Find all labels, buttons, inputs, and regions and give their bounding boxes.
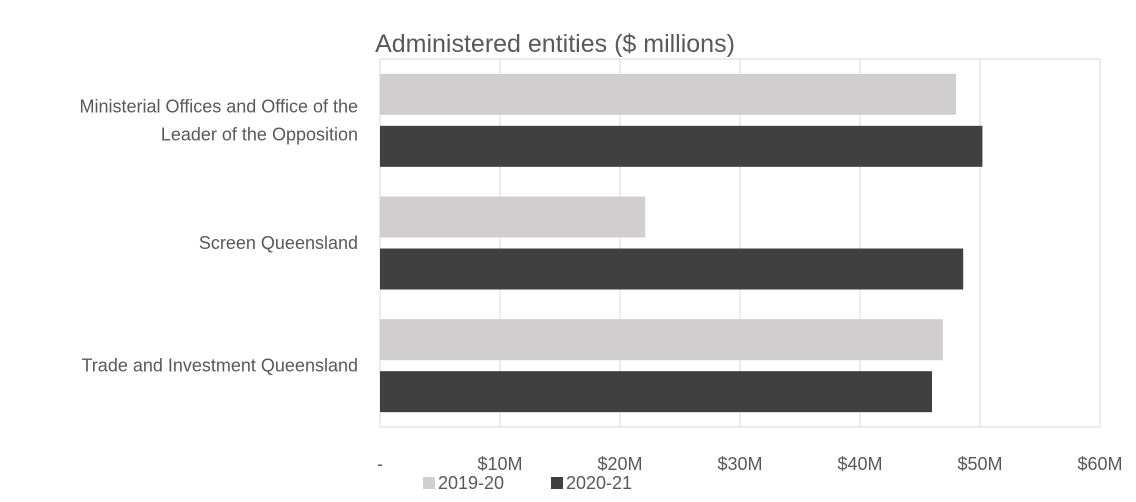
category-label-line: Screen Queensland	[199, 233, 358, 253]
category-labels: Ministerial Offices and Office of the Lea…	[80, 96, 358, 375]
x-tick-label: $30M	[717, 454, 762, 474]
category-label-line: Trade and Investment Queensland	[81, 356, 358, 376]
x-tick-label: $10M	[477, 454, 522, 474]
legend-label-2020-21: 2020-21	[566, 473, 632, 493]
chart-title: Administered entities ($ millions)	[375, 30, 735, 58]
legend-label-2019-20: 2019-20	[438, 473, 504, 493]
gridlines	[379, 58, 1101, 428]
bar-2019-20-1	[380, 196, 646, 238]
bar-2019-20-0	[380, 73, 956, 115]
legend-swatch-2019-20	[423, 477, 435, 489]
category-label-line: Ministerial Offices and Office of the	[80, 96, 358, 116]
x-tick-label: $40M	[837, 454, 882, 474]
bar-2020-21-2	[380, 371, 932, 413]
category-label-0: Ministerial Offices and Office of the Lea…	[80, 96, 358, 144]
bar-2019-20-2	[380, 319, 943, 361]
bar-2020-21-0	[380, 125, 983, 167]
x-tick-label: $50M	[957, 454, 1002, 474]
category-label-line: Leader of the Opposition	[161, 124, 358, 144]
x-axis: - $10M $20M $30M $40M $50M $60M	[377, 454, 1123, 474]
legend: 2019-20 2020-21	[423, 473, 632, 493]
legend-swatch-2020-21	[551, 477, 563, 489]
category-label-1: Screen Queensland	[199, 233, 358, 253]
x-tick-label: -	[377, 454, 383, 474]
x-tick-label: $60M	[1077, 454, 1122, 474]
category-label-2: Trade and Investment Queensland	[81, 356, 358, 376]
bar-2020-21-1	[380, 248, 964, 290]
x-tick-label: $20M	[597, 454, 642, 474]
bars	[380, 73, 983, 413]
